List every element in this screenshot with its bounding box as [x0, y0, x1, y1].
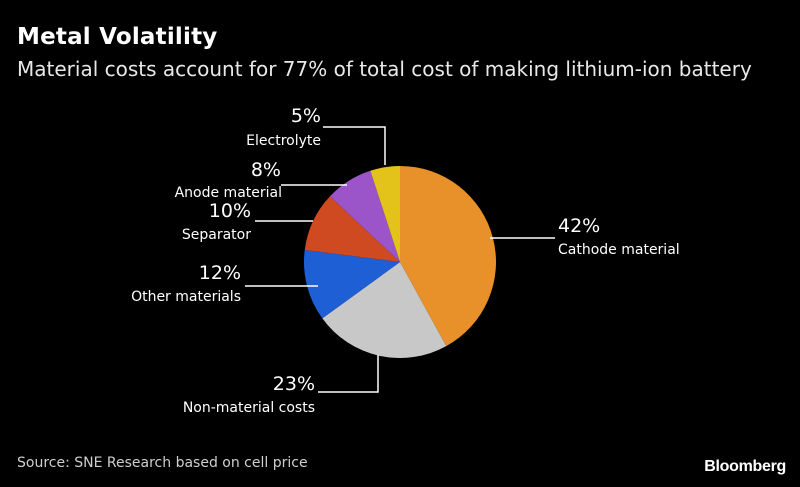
- slice-label-other-materials: Other materials: [131, 289, 241, 305]
- slice-label-electrolyte: Electrolyte: [246, 133, 321, 149]
- pct-label-non-material-costs: 23%: [273, 373, 315, 395]
- chart-subtitle: Material costs account for 77% of total …: [17, 57, 752, 81]
- slice-label-cathode-material: Cathode material: [558, 242, 680, 258]
- leader-line-electrolyte: [323, 126, 386, 165]
- pct-label-anode-material: 8%: [251, 159, 281, 181]
- bloomberg-logo: Bloomberg: [704, 458, 786, 475]
- leader-lines: [245, 126, 555, 393]
- slice-label-anode-material: Anode material: [175, 185, 282, 201]
- source-note: Source: SNE Research based on cell price: [17, 455, 308, 471]
- pie-slice-other-materials: [303, 249, 400, 319]
- pct-label-electrolyte: 5%: [291, 105, 321, 127]
- pct-label-cathode-material: 42%: [558, 215, 600, 237]
- pie-slice-anode-material: [330, 170, 400, 262]
- pie-slice-separator: [304, 196, 400, 262]
- pct-label-other-materials: 12%: [199, 262, 241, 284]
- pie-slices: [303, 166, 496, 358]
- slice-labels: 42% Cathode material 23% Non-material costs…: [131, 105, 680, 416]
- leader-line-non-material-costs: [318, 355, 379, 393]
- pie-slice-cathode-material: [400, 166, 496, 347]
- pct-label-separator: 10%: [209, 200, 251, 222]
- pie-slice-electrolyte: [370, 166, 400, 262]
- slice-label-non-material-costs: Non-material costs: [183, 400, 315, 416]
- slice-label-separator: Separator: [182, 227, 251, 243]
- chart-title: Metal Volatility: [17, 24, 218, 50]
- pie-slice-non-material-costs: [322, 262, 447, 358]
